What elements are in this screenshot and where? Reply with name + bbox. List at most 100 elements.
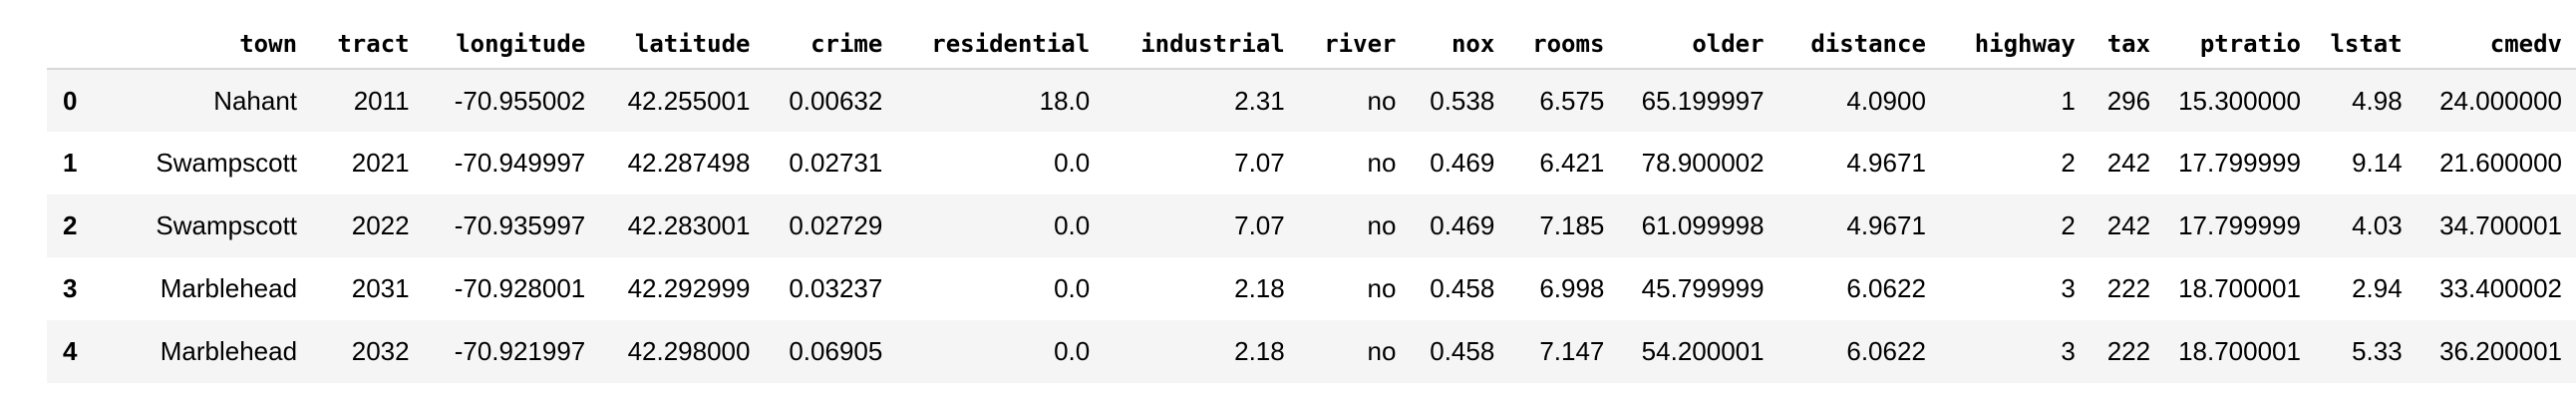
cell-crime: 0.06905 xyxy=(789,336,883,366)
column-header-tract: tract xyxy=(311,20,424,70)
cell-river: no xyxy=(1367,210,1397,240)
cell-longitude: -70.921997 xyxy=(454,336,586,366)
cell-rooms: 7.147 xyxy=(1539,336,1605,366)
cell-tract: 2021 xyxy=(351,148,410,178)
cell-distance: 4.9671 xyxy=(1846,210,1926,240)
cell-industrial: 2.18 xyxy=(1234,273,1285,303)
cell-ptratio: 18.700001 xyxy=(2178,273,2301,303)
table-row: 3 Marblehead 2031 -70.928001 42.292999 0… xyxy=(47,257,2576,320)
cell-town: Swampscott xyxy=(156,148,298,178)
column-header-longitude: longitude xyxy=(423,20,600,70)
cell-town: Marblehead xyxy=(160,273,298,303)
cell-latitude: 42.283001 xyxy=(627,210,751,240)
cell-rooms: 6.421 xyxy=(1539,148,1605,178)
cell-lstat: 4.03 xyxy=(2352,210,2403,240)
cell-river: no xyxy=(1367,85,1397,116)
column-header-rooms: rooms xyxy=(1508,20,1619,70)
cell-latitude: 42.287498 xyxy=(627,148,751,178)
column-header-town: town xyxy=(95,20,312,70)
cell-industrial: 7.07 xyxy=(1234,148,1285,178)
cell-nox: 0.538 xyxy=(1430,85,1495,116)
cell-distance: 6.0622 xyxy=(1846,336,1926,366)
column-header-cmedv: cmedv xyxy=(2415,20,2576,70)
column-header-river: river xyxy=(1298,20,1411,70)
cell-industrial: 7.07 xyxy=(1234,210,1285,240)
table-row: 4 Marblehead 2032 -70.921997 42.298000 0… xyxy=(47,320,2576,383)
cell-rooms: 7.185 xyxy=(1539,210,1605,240)
row-index: 3 xyxy=(63,273,78,303)
cell-crime: 0.02731 xyxy=(789,148,883,178)
cell-lstat: 2.94 xyxy=(2352,273,2403,303)
column-header-residential: residential xyxy=(896,20,1105,70)
cell-longitude: -70.949997 xyxy=(454,148,586,178)
table-row: 1 Swampscott 2021 -70.949997 42.287498 0… xyxy=(47,132,2576,195)
cell-river: no xyxy=(1367,336,1397,366)
cell-highway: 2 xyxy=(2061,210,2076,240)
cell-longitude: -70.935997 xyxy=(454,210,586,240)
cell-tax: 242 xyxy=(2106,148,2151,178)
cell-highway: 2 xyxy=(2061,148,2076,178)
table-row: 2 Swampscott 2022 -70.935997 42.283001 0… xyxy=(47,195,2576,257)
cell-latitude: 42.255001 xyxy=(627,85,751,116)
cell-cmedv: 21.600000 xyxy=(2439,148,2562,178)
cell-ptratio: 15.300000 xyxy=(2178,85,2301,116)
column-header-crime: crime xyxy=(764,20,897,70)
cell-residential: 0.0 xyxy=(1054,273,1091,303)
cell-distance: 4.9671 xyxy=(1846,148,1926,178)
cell-ptratio: 17.799999 xyxy=(2178,148,2301,178)
cell-distance: 4.0900 xyxy=(1846,85,1926,116)
cell-town: Nahant xyxy=(213,85,298,116)
column-header-distance: distance xyxy=(1777,20,1940,70)
cell-industrial: 2.31 xyxy=(1234,85,1285,116)
cell-river: no xyxy=(1367,148,1397,178)
cell-cmedv: 24.000000 xyxy=(2439,85,2562,116)
cell-cmedv: 36.200001 xyxy=(2439,336,2562,366)
cell-highway: 1 xyxy=(2061,85,2076,116)
cell-nox: 0.469 xyxy=(1430,210,1495,240)
cell-lstat: 5.33 xyxy=(2352,336,2403,366)
cell-older: 65.199997 xyxy=(1641,85,1765,116)
cell-ptratio: 17.799999 xyxy=(2178,210,2301,240)
column-header-industrial: industrial xyxy=(1104,20,1299,70)
cell-cmedv: 34.700001 xyxy=(2439,210,2562,240)
column-header-lstat: lstat xyxy=(2314,20,2416,70)
cell-crime: 0.00632 xyxy=(789,85,883,116)
cell-longitude: -70.928001 xyxy=(454,273,586,303)
cell-river: no xyxy=(1367,273,1397,303)
cell-town: Swampscott xyxy=(156,210,298,240)
cell-distance: 6.0622 xyxy=(1846,273,1926,303)
cell-tract: 2011 xyxy=(353,85,410,116)
cell-tax: 222 xyxy=(2106,336,2151,366)
cell-tax: 222 xyxy=(2106,273,2151,303)
column-header-ptratio: ptratio xyxy=(2164,20,2315,70)
cell-residential: 0.0 xyxy=(1054,336,1091,366)
cell-lstat: 9.14 xyxy=(2352,148,2403,178)
column-header-older: older xyxy=(1618,20,1778,70)
column-header-nox: nox xyxy=(1410,20,1509,70)
cell-town: Marblehead xyxy=(160,336,298,366)
cell-industrial: 2.18 xyxy=(1234,336,1285,366)
cell-residential: 0.0 xyxy=(1054,210,1091,240)
cell-crime: 0.03237 xyxy=(789,273,883,303)
cell-residential: 0.0 xyxy=(1054,148,1091,178)
row-index: 4 xyxy=(63,336,78,366)
cell-lstat: 4.98 xyxy=(2352,85,2403,116)
cell-longitude: -70.955002 xyxy=(454,85,586,116)
row-index: 2 xyxy=(63,210,78,240)
cell-older: 45.799999 xyxy=(1641,273,1765,303)
cell-older: 54.200001 xyxy=(1641,336,1765,366)
cell-latitude: 42.292999 xyxy=(627,273,751,303)
row-index: 0 xyxy=(63,85,78,116)
dataframe-table: town tract longitude latitude crime resi… xyxy=(47,20,2576,383)
cell-nox: 0.458 xyxy=(1430,273,1495,303)
table-body: 0 Nahant 2011 -70.955002 42.255001 0.006… xyxy=(47,69,2576,383)
cell-older: 78.900002 xyxy=(1641,148,1765,178)
cell-crime: 0.02729 xyxy=(789,210,883,240)
header-row: town tract longitude latitude crime resi… xyxy=(47,20,2576,70)
cell-nox: 0.458 xyxy=(1430,336,1495,366)
cell-tract: 2031 xyxy=(351,273,410,303)
table-row: 0 Nahant 2011 -70.955002 42.255001 0.006… xyxy=(47,69,2576,132)
cell-highway: 3 xyxy=(2061,273,2076,303)
cell-nox: 0.469 xyxy=(1430,148,1495,178)
